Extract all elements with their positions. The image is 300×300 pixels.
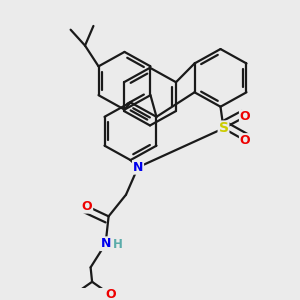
Text: O: O <box>105 288 116 300</box>
Text: O: O <box>82 200 92 213</box>
Text: H: H <box>113 238 123 251</box>
Text: N: N <box>133 161 143 174</box>
Text: O: O <box>240 110 250 123</box>
Text: S: S <box>218 122 229 135</box>
Text: N: N <box>100 237 111 250</box>
Text: O: O <box>240 134 250 147</box>
